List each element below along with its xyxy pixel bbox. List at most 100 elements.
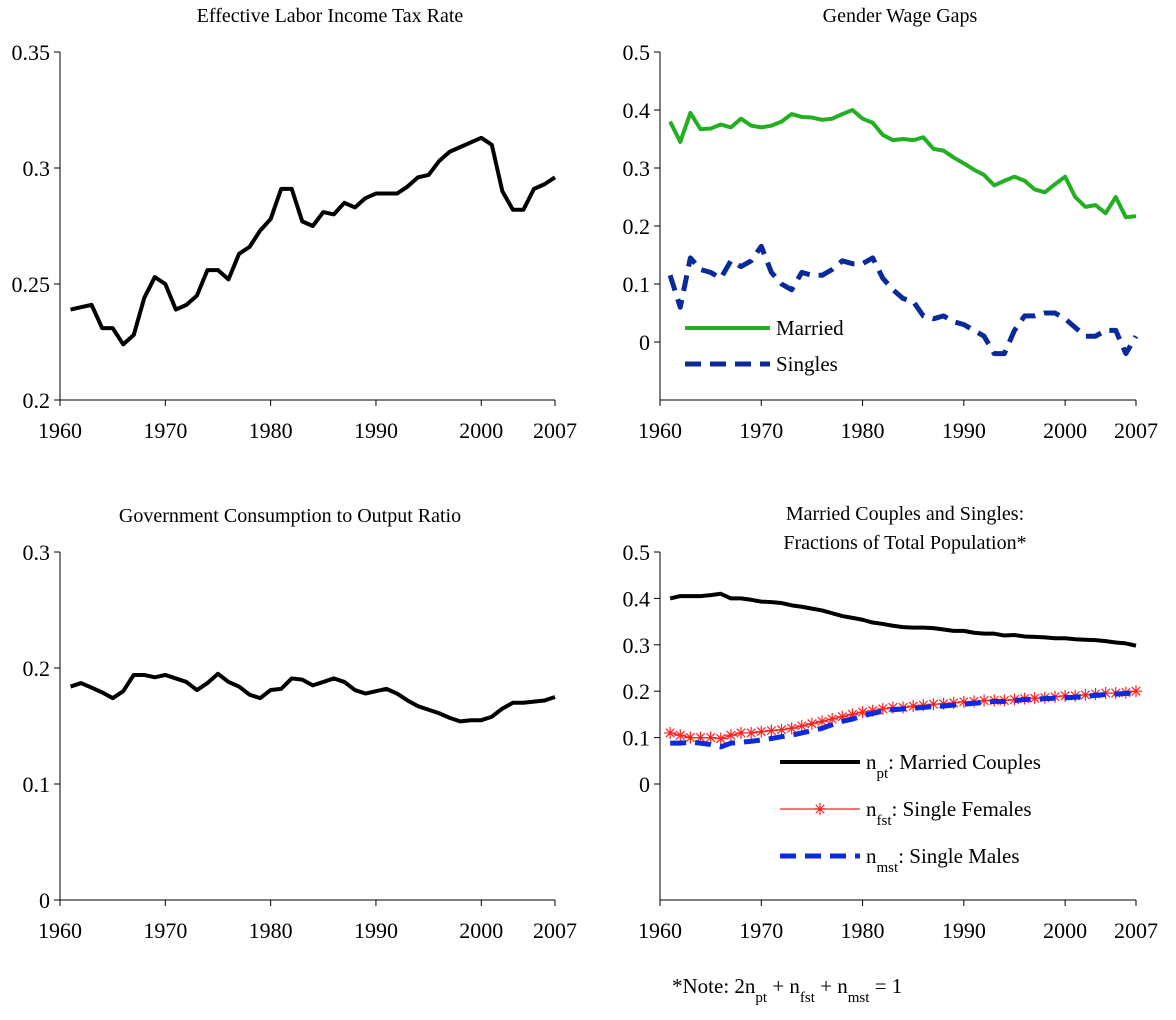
marker (664, 726, 677, 739)
x-tick-label: 1960 (638, 918, 682, 943)
legend-subscript: fst (877, 813, 893, 829)
note-text: + n (767, 974, 800, 998)
data-line (667, 243, 1139, 357)
chart-title: Effective Labor Income Tax Rate (197, 5, 464, 27)
legend-name: : Single Females (892, 797, 1032, 821)
y-tick-label: 0.1 (623, 726, 651, 751)
marker (836, 710, 849, 723)
marker (735, 726, 748, 739)
x-tick-label: 1990 (354, 918, 398, 943)
y-tick-label: 0.2 (23, 388, 51, 413)
y-tick-label: 0.35 (12, 40, 51, 65)
marker (724, 729, 737, 742)
chart-title: Gender Wage Gaps (823, 5, 978, 27)
marker (755, 725, 768, 738)
y-tick-label: 0 (39, 888, 50, 913)
legend-label: Married (776, 316, 844, 340)
x-tick-label: 2000 (459, 918, 503, 943)
legend-symbol: n (866, 750, 877, 774)
marker (957, 695, 970, 708)
marker (1099, 687, 1112, 700)
legend-symbol: n (866, 797, 877, 821)
legend-label: nfst: Single Females (866, 797, 1032, 829)
x-tick-label: 1960 (38, 418, 82, 443)
x-tick-label: 1970 (739, 418, 783, 443)
marker (674, 729, 687, 742)
marker (775, 723, 788, 736)
x-tick-label: 1970 (143, 418, 187, 443)
marker (704, 731, 717, 744)
y-tick-label: 0.2 (623, 679, 651, 704)
data-line (669, 591, 1137, 648)
chart-title: Government Consumption to Output Ratio (119, 505, 461, 527)
note-subscript: fst (800, 990, 816, 1006)
series (668, 108, 1137, 220)
x-tick-label: 2007 (533, 418, 577, 443)
x-tick-label: 1960 (638, 418, 682, 443)
x-tick-label: 1970 (143, 918, 187, 943)
x-tick-label: 1980 (841, 918, 885, 943)
y-tick-label: 0.3 (23, 156, 51, 181)
x-tick-label: 2000 (459, 418, 503, 443)
y-tick-label: 0.2 (623, 214, 651, 239)
series (664, 685, 1142, 745)
x-tick-label: 1980 (841, 418, 885, 443)
legend-subscript: mst (877, 860, 900, 876)
legend-label: npt: Married Couples (866, 750, 1041, 782)
series (667, 243, 1139, 357)
footnote: *Note: 2npt + nfst + nmst = 1 (672, 974, 902, 1006)
marker (978, 694, 991, 707)
marker (826, 713, 839, 726)
marker (816, 715, 829, 728)
x-tick-label: 2007 (1114, 418, 1158, 443)
marker (765, 724, 778, 737)
y-tick-label: 0 (639, 330, 650, 355)
y-tick-label: 0.3 (23, 540, 51, 565)
marker (745, 726, 758, 739)
marker (1028, 692, 1041, 705)
x-tick-label: 2000 (1043, 418, 1087, 443)
marker (856, 706, 869, 719)
y-tick-label: 0.1 (623, 272, 651, 297)
y-tick-label: 0.1 (23, 772, 51, 797)
legend-symbol: n (866, 844, 877, 868)
data-line (668, 108, 1137, 220)
legend-marker (814, 803, 826, 815)
x-tick-label: 1980 (249, 918, 293, 943)
data-line (670, 690, 1137, 750)
x-tick-label: 1990 (942, 418, 986, 443)
series (670, 690, 1137, 750)
x-tick-label: 1990 (942, 918, 986, 943)
marker (1008, 693, 1021, 706)
legend-name: : Single Males (898, 844, 1019, 868)
x-tick-label: 1990 (354, 418, 398, 443)
y-tick-label: 0.4 (623, 98, 651, 123)
data-line (69, 671, 556, 724)
y-tick-label: 0.3 (623, 633, 651, 658)
marker (785, 722, 798, 735)
y-tick-label: 0 (639, 772, 650, 797)
y-tick-label: 0.4 (623, 586, 651, 611)
y-tick-label: 0.2 (23, 656, 51, 681)
marker (927, 698, 940, 711)
marker (684, 731, 697, 744)
marker (907, 700, 920, 713)
legend-name: Singles (776, 352, 838, 376)
legend-name: Married (776, 316, 844, 340)
x-tick-label: 2000 (1043, 918, 1087, 943)
y-tick-label: 0.3 (623, 156, 651, 181)
note-text: *Note: 2n (672, 974, 756, 998)
marker (805, 717, 818, 730)
chart-title: Married Couples and Singles: (786, 503, 1024, 525)
legend-marker-shape (814, 803, 826, 815)
x-tick-label: 1980 (249, 418, 293, 443)
y-tick-label: 0.5 (623, 540, 651, 565)
y-tick-label: 0.5 (623, 40, 651, 65)
x-tick-label: 2007 (1114, 918, 1158, 943)
marker (694, 731, 707, 744)
series (69, 671, 556, 724)
note-subscript: mst (848, 990, 871, 1006)
note-text: = 1 (869, 974, 902, 998)
data-line (70, 135, 557, 347)
